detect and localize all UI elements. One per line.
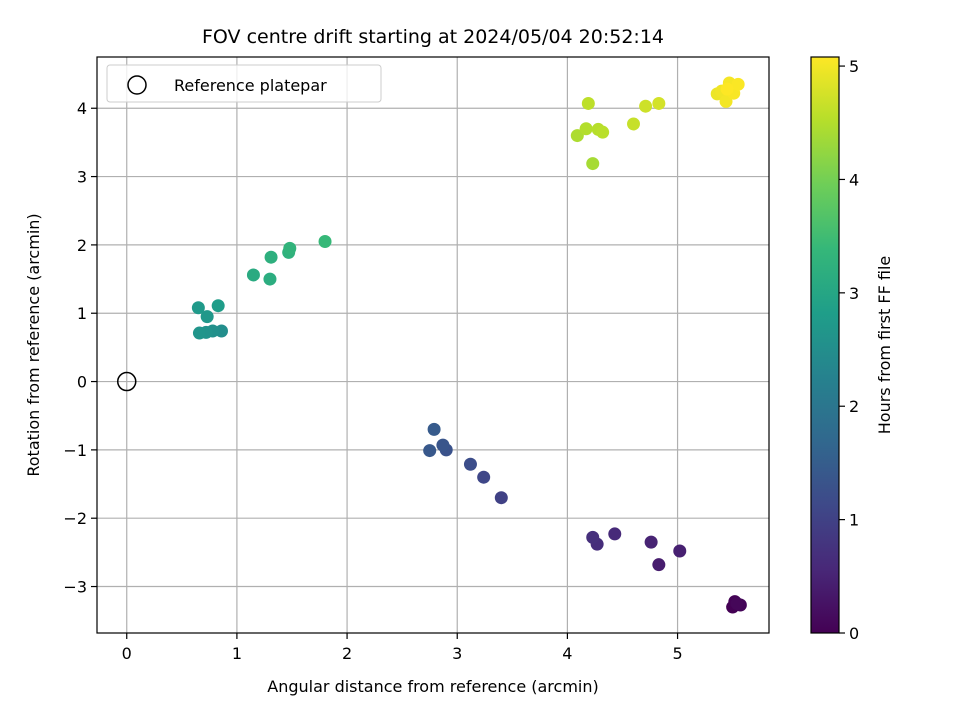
data-point-3 <box>730 597 744 611</box>
x-tick-label-4: 4 <box>562 644 572 663</box>
data-point-41 <box>719 94 733 108</box>
data-point-28 <box>283 241 297 255</box>
data-point-38 <box>652 96 666 110</box>
data-point-31 <box>570 129 584 143</box>
data-point-45 <box>720 82 734 96</box>
x-tick-label-3: 3 <box>452 644 462 663</box>
data-point-9 <box>586 530 600 544</box>
data-point-11 <box>477 470 491 484</box>
data-point-20 <box>192 326 206 340</box>
data-point-6 <box>644 535 658 549</box>
legend-box <box>106 64 382 103</box>
data-point-16 <box>427 422 441 436</box>
data-point-14 <box>436 438 450 452</box>
data-point-35 <box>581 96 595 110</box>
x-tick-label-2: 2 <box>342 644 352 663</box>
data-point-29 <box>318 234 332 248</box>
legend: Reference platepar <box>106 64 382 103</box>
data-point-12 <box>463 457 477 471</box>
data-point-21 <box>200 310 214 324</box>
data-point-44 <box>731 77 745 91</box>
y-tick-label-0: −3 <box>63 578 87 597</box>
y-axis-ticks: −3 −2 −1 0 1 2 3 4 <box>63 99 97 597</box>
data-point-36 <box>626 117 640 131</box>
colorbar-label: Hours from first FF file <box>875 256 894 435</box>
y-tick-label-3: 0 <box>77 373 87 392</box>
data-point-10 <box>494 491 508 505</box>
data-point-22 <box>191 301 205 315</box>
data-points <box>191 76 747 614</box>
data-point-37 <box>639 99 653 113</box>
colorbar-tick-label-2: 2 <box>849 397 859 416</box>
data-point-4 <box>652 558 666 572</box>
colorbar-tick-label-1: 1 <box>849 511 859 530</box>
data-point-34 <box>596 125 610 139</box>
colorbar-gradient <box>810 56 840 634</box>
legend-marker-icon <box>127 75 147 95</box>
colorbar-tick-label-5: 5 <box>849 57 859 76</box>
legend-entry-reference: Reference platepar <box>174 76 327 95</box>
chart-title: FOV centre drift starting at 2024/05/04 … <box>202 26 664 48</box>
x-axis-ticks: 0 1 2 3 4 5 <box>122 633 683 663</box>
colorbar-tick-label-0: 0 <box>849 624 859 643</box>
reference-platepar-marker <box>116 371 137 392</box>
colorbar-ticks: 0 1 2 3 4 5 <box>839 57 859 643</box>
data-point-30 <box>586 157 600 171</box>
x-tick-label-0: 0 <box>122 644 132 663</box>
data-point-5 <box>673 544 687 558</box>
y-tick-label-6: 3 <box>77 168 87 187</box>
y-tick-label-7: 4 <box>77 99 87 118</box>
x-axis-label: Angular distance from reference (arcmin) <box>267 677 598 696</box>
grid-lines <box>97 57 769 633</box>
data-point-15 <box>423 444 437 458</box>
data-point-26 <box>264 250 278 264</box>
y-tick-label-2: −1 <box>63 441 87 460</box>
data-point-7 <box>608 527 622 541</box>
x-tick-label-5: 5 <box>672 644 682 663</box>
y-axis-label: Rotation from reference (arcmin) <box>24 213 43 476</box>
colorbar: 0 1 2 3 4 5 Hours from first FF file <box>810 56 894 643</box>
data-point-25 <box>263 272 277 286</box>
data-point-23 <box>211 299 225 313</box>
data-point-32 <box>579 122 593 136</box>
colorbar-tick-label-4: 4 <box>849 170 859 189</box>
data-point-24 <box>246 268 260 282</box>
x-tick-label-1: 1 <box>232 644 242 663</box>
plot-frame <box>96 56 770 634</box>
y-tick-label-5: 2 <box>77 236 87 255</box>
y-tick-label-4: 1 <box>77 304 87 323</box>
y-tick-label-1: −2 <box>63 509 87 528</box>
colorbar-tick-label-3: 3 <box>849 284 859 303</box>
